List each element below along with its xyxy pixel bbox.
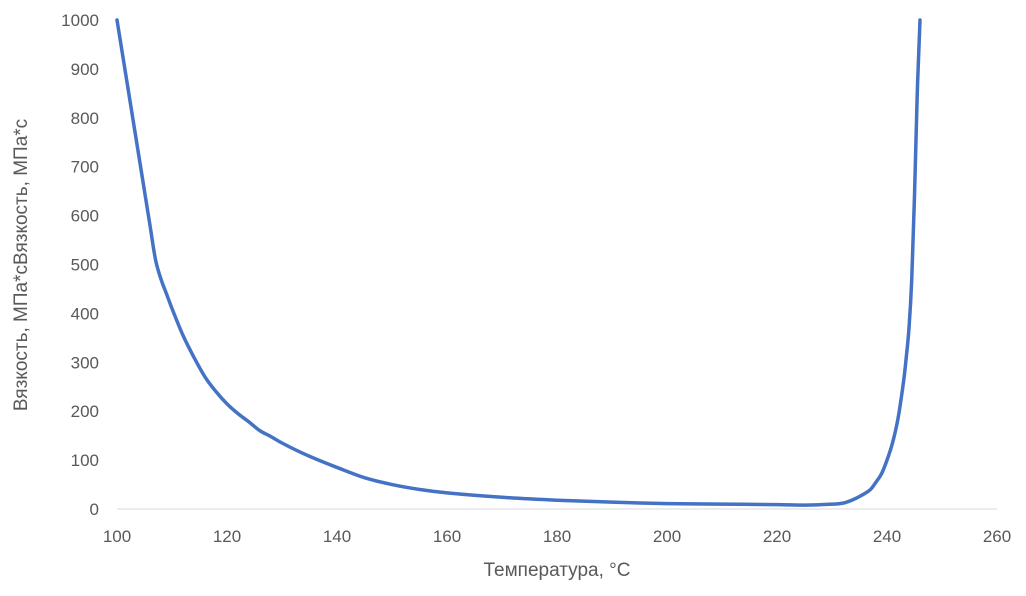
y-tick-label: 300 bbox=[71, 353, 99, 372]
x-axis-title: Температура, °С bbox=[484, 560, 631, 581]
x-tick-label: 200 bbox=[653, 527, 681, 546]
y-tick-label: 500 bbox=[71, 256, 99, 275]
y-tick-label: 800 bbox=[71, 109, 99, 128]
x-tick-label: 180 bbox=[543, 527, 571, 546]
x-tick-label: 220 bbox=[763, 527, 791, 546]
y-tick-label: 200 bbox=[71, 402, 99, 421]
y-tick-label: 100 bbox=[71, 451, 99, 470]
y-tick-label: 0 bbox=[90, 500, 99, 519]
series-layer bbox=[115, 18, 922, 507]
y-axis-ticks: 0 100 200 300 400 500 600 700 800 900 1000 bbox=[61, 11, 99, 519]
y-tick-label: 600 bbox=[71, 207, 99, 226]
y-tick-label: 900 bbox=[71, 60, 99, 79]
x-tick-label: 240 bbox=[873, 527, 901, 546]
x-tick-label: 100 bbox=[103, 527, 131, 546]
y-axis-title: Вязкость, МПа*сВязкость, МПа*с bbox=[11, 119, 32, 411]
x-tick-label: 140 bbox=[323, 527, 351, 546]
y-tick-label: 400 bbox=[71, 304, 99, 323]
x-tick-label: 120 bbox=[213, 527, 241, 546]
x-axis-ticks: 100 120 140 160 180 200 220 240 260 bbox=[103, 527, 1011, 546]
y-tick-label: 1000 bbox=[61, 11, 99, 30]
series-line-1 bbox=[115, 18, 922, 507]
y-tick-label: 700 bbox=[71, 158, 99, 177]
x-tick-label: 260 bbox=[983, 527, 1011, 546]
x-tick-label: 160 bbox=[433, 527, 461, 546]
